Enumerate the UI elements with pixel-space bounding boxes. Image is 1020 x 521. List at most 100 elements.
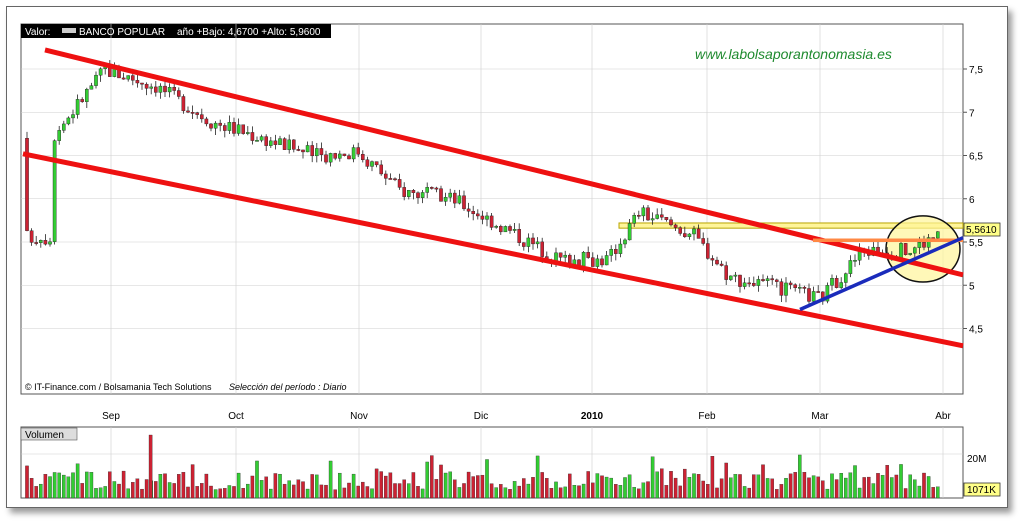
volume-bar [466, 471, 471, 499]
volume-bars [25, 434, 940, 499]
volume-bar [784, 478, 788, 499]
volume-bar [802, 472, 807, 499]
volume-bar [816, 476, 820, 499]
volume-bar [558, 487, 563, 499]
candle-body [770, 278, 774, 281]
volume-bar [62, 474, 66, 499]
volume-bar [922, 472, 926, 499]
volume-bar [834, 479, 839, 499]
candle-body [485, 215, 489, 220]
volume-bar [733, 474, 738, 499]
volume-bar [342, 487, 347, 499]
candle-body [839, 282, 843, 288]
volume-bar [351, 473, 356, 499]
volume-bar [650, 456, 655, 499]
candle-body [232, 122, 236, 134]
volume-bar [926, 476, 931, 499]
candle-body [724, 265, 728, 280]
candle-body [807, 288, 811, 302]
candle-body [453, 192, 457, 204]
candle-body [310, 145, 315, 157]
x-tick-label: Dic [474, 411, 488, 422]
candle-body [853, 259, 857, 262]
candle-body [204, 118, 209, 125]
volume-bar [457, 487, 462, 499]
candle-body [227, 122, 232, 131]
volume-bar [729, 477, 733, 499]
candle-body [71, 114, 75, 119]
volume-bar [241, 488, 245, 499]
volume-bar [356, 485, 360, 499]
volume-bar [480, 474, 485, 499]
candle-body [241, 124, 246, 134]
last-volume-box [963, 482, 1001, 497]
x-tick-label: Oct [228, 411, 244, 422]
candle-body [342, 153, 347, 156]
volume-bar [89, 472, 94, 499]
candle-body [305, 145, 310, 153]
volume-bar [135, 478, 140, 499]
volume-bar [232, 486, 236, 499]
candle-body [264, 136, 269, 146]
candle-body [292, 139, 296, 150]
volume-bar [637, 488, 641, 499]
volume-bar [48, 476, 52, 499]
volume-bar [581, 483, 586, 499]
y-tick-label: 7,5 [969, 65, 983, 76]
volume-bar [384, 475, 388, 499]
volume-bar [112, 481, 117, 499]
volume-bar [186, 486, 190, 499]
volume-bar [595, 473, 600, 499]
volume-bar [154, 481, 158, 499]
candle-body [908, 252, 912, 255]
volume-bar [397, 483, 402, 499]
candle-body [816, 291, 820, 293]
candle-body [361, 154, 365, 161]
candle-body [627, 223, 632, 241]
candle-body [765, 278, 770, 281]
candle-body [609, 249, 613, 256]
header-stats: año +Bajo: 4,6700 +Alto: 5,9600 [177, 27, 321, 38]
candle-body [328, 153, 333, 163]
volume-bar [880, 475, 885, 499]
volume-bar [848, 472, 853, 499]
volume-bar [706, 484, 710, 499]
candle-body [489, 215, 494, 228]
candle-body [43, 240, 48, 245]
candle-body [75, 99, 80, 115]
volume-bar [43, 474, 48, 499]
ticker-name: BANCO POPULAR [79, 27, 165, 38]
volume-title: Volumen [25, 430, 64, 441]
candle-body [669, 219, 673, 226]
volume-bar [296, 479, 301, 499]
volume-bar [430, 455, 434, 499]
candle-body [480, 215, 485, 220]
x-tick-label: Feb [698, 411, 716, 422]
candle-body [922, 242, 926, 248]
candle-body [761, 279, 765, 281]
volume-bar [540, 472, 544, 499]
candle-body [347, 155, 351, 160]
volume-bar [462, 483, 466, 499]
candle-body [683, 233, 687, 237]
chart-frame: Valor: BANCO POPULAR año +Bajo: 4,6700 +… [6, 6, 1008, 508]
y-tick-label: 6,5 [969, 152, 983, 163]
volume-bar [25, 465, 29, 499]
volume-bar [775, 489, 779, 499]
chart-canvas: Valor: BANCO POPULAR año +Bajo: 4,6700 +… [20, 23, 1001, 499]
resistance-band [618, 222, 964, 229]
candle-body [393, 178, 397, 181]
candle-body [430, 187, 434, 189]
volume-bar [374, 468, 379, 499]
candle-body [94, 74, 98, 86]
candle-body [834, 278, 839, 288]
candle-body [66, 117, 71, 125]
candle-body [273, 140, 278, 145]
candle-body [830, 278, 834, 286]
volume-bar [844, 477, 848, 499]
volume-bar [181, 472, 186, 499]
volume-bar [393, 483, 397, 499]
candle-body [936, 231, 940, 239]
candle-body [848, 260, 853, 274]
volume-bar [282, 483, 287, 499]
